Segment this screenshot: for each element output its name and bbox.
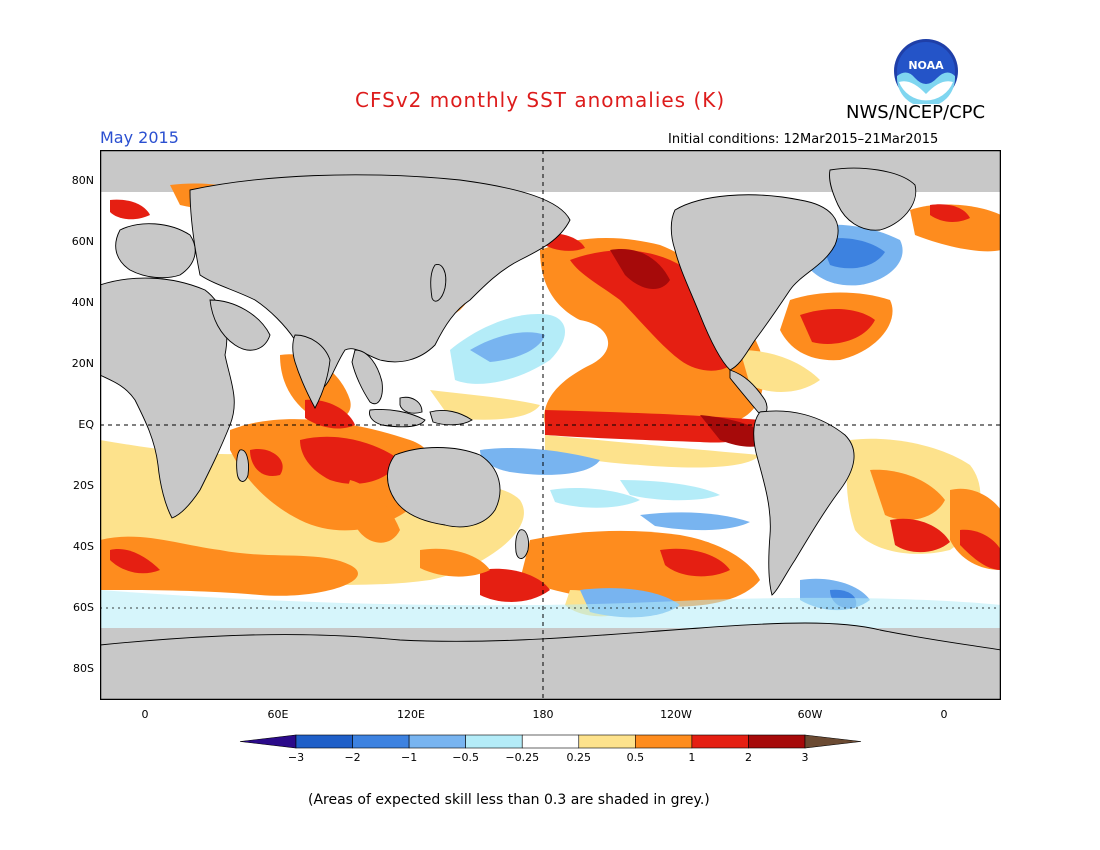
colorbar-segment [578,734,636,749]
colorbar-segment [691,734,749,749]
colorbar-tick-label: 2 [745,751,752,764]
colorbar-segment [295,734,353,749]
lat-label: 60N [71,235,94,248]
colorbar-tick-label: 0.5 [627,751,645,764]
colorbar-tick-label: 3 [802,751,809,764]
chart-title: CFSv2 monthly SST anomalies (K) [355,88,726,112]
colorbar-tick-label: 0.25 [567,751,592,764]
sst-anomaly-map [100,150,1001,700]
colorbar-segment [352,734,410,749]
colorbar-segment [408,734,466,749]
forecast-month: May 2015 [100,128,179,147]
lon-label: 120W [660,708,692,721]
lat-label: 20N [71,357,94,370]
skill-note: (Areas of expected skill less than 0.3 a… [308,792,710,808]
initial-conditions: Initial conditions: 12Mar2015–21Mar2015 [668,132,939,147]
colorbar-extend-high [804,734,862,749]
lat-label: 20S [73,479,94,492]
colorbar-tick-label: −0.25 [505,751,539,764]
lat-label: EQ [78,418,94,431]
lon-label: 0 [940,708,948,721]
noaa-logo: NOAA [894,39,958,104]
lat-label: 40N [71,296,94,309]
colorbar-tick-label: 1 [688,751,695,764]
colorbar-tick-label: −1 [401,751,417,764]
lat-label: 40S [73,540,94,553]
lon-label: 120E [397,708,425,721]
colorbar-tick-label: −0.5 [452,751,479,764]
map-frame [100,150,1001,700]
colorbar-segment [521,734,580,749]
colorbar-segment [748,734,806,749]
colorbar: −3 −2 −1 −0.5 −0.25 0.25 0.5 1 2 3 [239,734,862,764]
colorbar-tick-label: −2 [344,751,360,764]
lon-label: 180 [532,708,554,721]
colorbar-extend-low [239,734,297,749]
land-masses [100,167,1001,700]
lon-label: 60W [797,708,823,721]
lat-label: 80S [73,662,94,675]
lat-label: 60S [73,601,94,614]
colorbar-tick-label: −3 [288,751,304,764]
org-label: NWS/NCEP/CPC [846,102,986,123]
logo-text: NOAA [908,59,944,72]
lon-label: 0 [141,708,149,721]
lon-label: 60E [267,708,289,721]
lat-label: 80N [71,174,94,187]
colorbar-segment [465,734,523,749]
colorbar-segment [635,734,693,749]
